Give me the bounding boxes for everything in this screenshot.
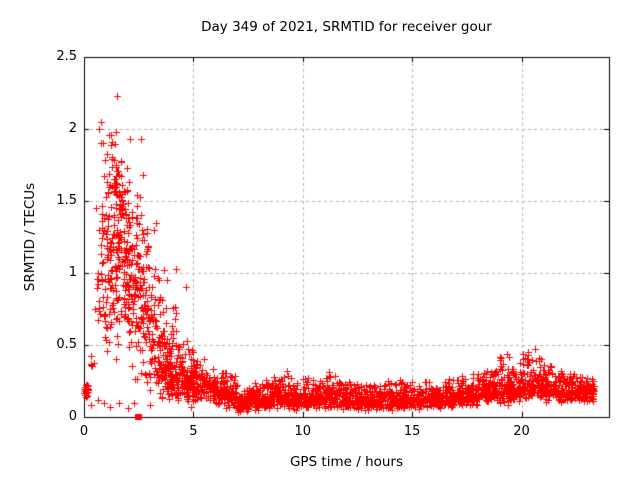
x-axis-title: GPS time / hours: [289, 454, 404, 470]
x-tick-label: 20: [513, 424, 530, 439]
chart-title: Day 349 of 2021, SRMTID for receiver gou…: [201, 19, 492, 35]
x-tick-label: 0: [79, 424, 89, 439]
y-tick-label: 1.5: [56, 193, 77, 208]
y-tick-label: 2: [68, 121, 77, 136]
y-tick-label: 0.5: [56, 337, 77, 352]
x-tick-label: 15: [403, 424, 421, 439]
x-tick-label: 5: [189, 424, 198, 439]
x-tick-label: 10: [294, 424, 312, 439]
y-tick-label: 1: [68, 265, 77, 280]
y-tick-label: 2.5: [56, 49, 77, 64]
y-tick-label: 0: [68, 409, 77, 424]
